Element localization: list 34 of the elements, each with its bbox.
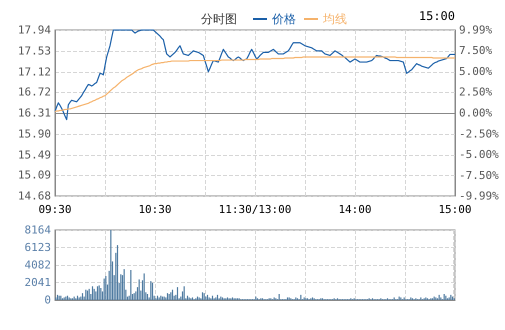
y-tick-label: 17.12 — [18, 65, 51, 78]
x-tick-label: 14:00 — [338, 203, 372, 216]
line-series — [54, 56, 456, 112]
y-tick-label: 8164 — [24, 224, 52, 236]
y-tick-label: 6123 — [24, 241, 51, 254]
y-tick-label: 17.94 — [18, 24, 52, 36]
y-tick-label: 4082 — [24, 258, 51, 272]
y2-tick-label: -9.99% — [459, 190, 500, 202]
y2-tick-label: 5.00% — [459, 64, 492, 78]
chart-title: 分时图 — [201, 12, 237, 26]
y2-tick-label: 2.50% — [459, 86, 492, 99]
y-tick-label: 15.09 — [18, 168, 51, 182]
x-tick-label: 11:30/13:00 — [218, 203, 292, 216]
x-tick-label: 09:30 — [38, 203, 72, 216]
y2-tick-label: -7.50% — [459, 168, 500, 182]
y-tick-label: 15.90 — [18, 127, 51, 140]
x-tick-label: 15:00 — [438, 203, 472, 216]
y-tick-label: 16.72 — [18, 86, 51, 99]
y-tick-label: 15.49 — [18, 148, 51, 162]
y2-tick-label: 0.00% — [459, 106, 492, 120]
legend-label: 价格 — [271, 12, 296, 26]
legend-label: 均线 — [322, 12, 347, 26]
y-tick-label: 0 — [44, 294, 51, 306]
y2-tick-label: -5.00% — [459, 148, 500, 162]
y-tick-label: 16.31 — [18, 106, 51, 120]
x-tick-label: 10:30 — [138, 203, 172, 216]
text: 15:00 — [418, 9, 455, 23]
line-series — [54, 29, 456, 120]
y-tick-label: 14.68 — [18, 190, 51, 202]
y2-tick-label: 9.99% — [459, 24, 492, 36]
y-tick-label: 17.53 — [18, 44, 51, 58]
y-tick-label: 2041 — [24, 276, 51, 289]
y2-tick-label: 7.50% — [459, 44, 492, 58]
y2-tick-label: -2.50% — [459, 127, 500, 140]
